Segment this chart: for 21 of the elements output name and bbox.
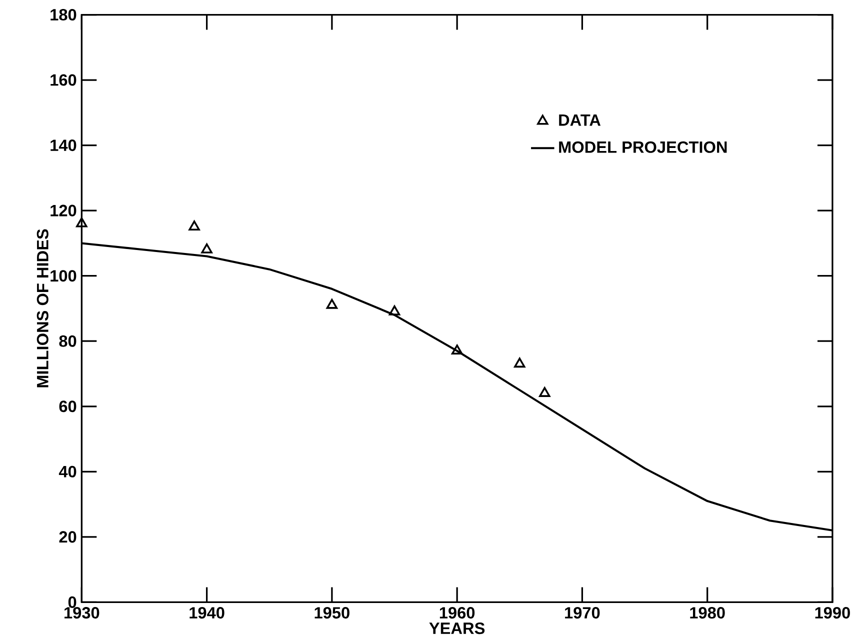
x-axis-title: YEARS [429, 622, 485, 634]
y-tick-label: 60 [59, 400, 76, 412]
x-tick-label: 1990 [815, 607, 850, 619]
legend-label: MODEL PROJECTION [559, 142, 727, 154]
y-axis-title: MILLIONS OF HIDES [36, 229, 48, 388]
y-tick-label: 20 [59, 531, 76, 543]
y-tick-label: 180 [50, 9, 76, 21]
y-tick-label: 80 [59, 336, 76, 348]
y-tick-label: 100 [50, 270, 76, 282]
x-tick-label: 1940 [190, 607, 224, 619]
y-tick-label: 120 [50, 205, 76, 217]
x-tick-label: 1960 [440, 607, 475, 619]
x-tick-label: 1950 [314, 607, 350, 619]
y-tick-label: 140 [50, 140, 76, 152]
y-tick-label: 0 [68, 596, 76, 608]
legend-label: DATA [559, 114, 601, 126]
x-tick-label: 1930 [64, 607, 100, 619]
x-tick-label: 1980 [690, 607, 725, 619]
y-tick-label: 40 [58, 466, 76, 478]
y-tick-label: 160 [50, 74, 76, 86]
x-tick-label: 1970 [565, 607, 600, 619]
